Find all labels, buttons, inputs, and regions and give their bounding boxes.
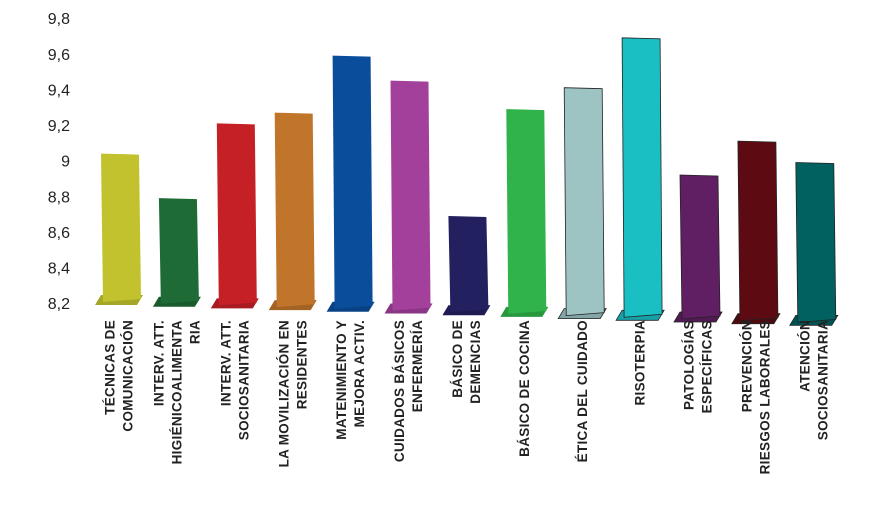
x-tick-label: TÉCNICAS DE (103, 320, 118, 415)
y-tick-label: 8,4 (48, 261, 70, 278)
x-tick-label: SOCIOSANITARIA (236, 320, 251, 440)
x-tick-label: ENFERMERÍA (410, 320, 425, 412)
x-tick-label: INTERV. ATT. (218, 320, 233, 406)
x-tick-label: HIGIÉNICOALIMENTA (169, 320, 184, 464)
y-tick-label: 8,8 (48, 189, 70, 206)
y-tick-label: 9,2 (48, 118, 70, 135)
y-tick-label: 9,8 (48, 11, 70, 28)
bar (332, 55, 373, 309)
x-tick-label: COMUNICACIÓN (121, 320, 136, 432)
x-tick-label: RESIDENTES (294, 320, 309, 409)
x-tick-label: MEJORA ACTIV. (352, 320, 367, 427)
x-tick-label: PREVENCIÓN (739, 320, 754, 412)
bar (679, 174, 721, 320)
x-tick-label: MATENIMIENTO Y (334, 320, 349, 440)
y-tick-label: 9,6 (48, 47, 70, 64)
x-tick-label: CUIDADOS BÁSICOS (392, 320, 407, 462)
bar (795, 162, 837, 323)
x-tick-label: ESPECÍFICAS (700, 320, 715, 413)
x-tick-label: RISOTERPIA (633, 320, 648, 406)
x-tick-label: PATOLOGÍAS (682, 320, 697, 410)
bar (506, 109, 547, 314)
x-tick-label: BÁSICO DE COCINA (517, 320, 532, 457)
y-tick-label: 8,6 (48, 225, 70, 242)
bar (216, 123, 257, 306)
x-tick-label: RIESGOS LABORALES (757, 320, 772, 474)
x-tick-label: BÁSICO DE (450, 320, 465, 398)
x-tick-label: ÉTICA DEL CUIDADO (575, 320, 590, 462)
bar (737, 140, 779, 322)
bar (390, 80, 431, 311)
bar (448, 215, 489, 313)
bar (101, 153, 141, 302)
bar (274, 112, 315, 308)
x-tick-label: SOCIOSANITARIA (815, 320, 830, 440)
y-tick-label: 9 (61, 154, 70, 171)
bar (158, 198, 199, 304)
bar (563, 87, 605, 317)
x-tick-label: LA MOVILIZACIÓN EN (276, 320, 291, 467)
x-tick-label: ATENCIÓN (797, 320, 812, 392)
x-tick-label: DEMENCIAS (468, 320, 483, 404)
y-tick-label: 8,2 (48, 296, 70, 313)
x-tick-label: RIA (187, 320, 202, 344)
bar (621, 37, 663, 318)
x-tick-label: INTERV. ATT. (151, 320, 166, 406)
y-tick-label: 9,4 (48, 82, 70, 99)
